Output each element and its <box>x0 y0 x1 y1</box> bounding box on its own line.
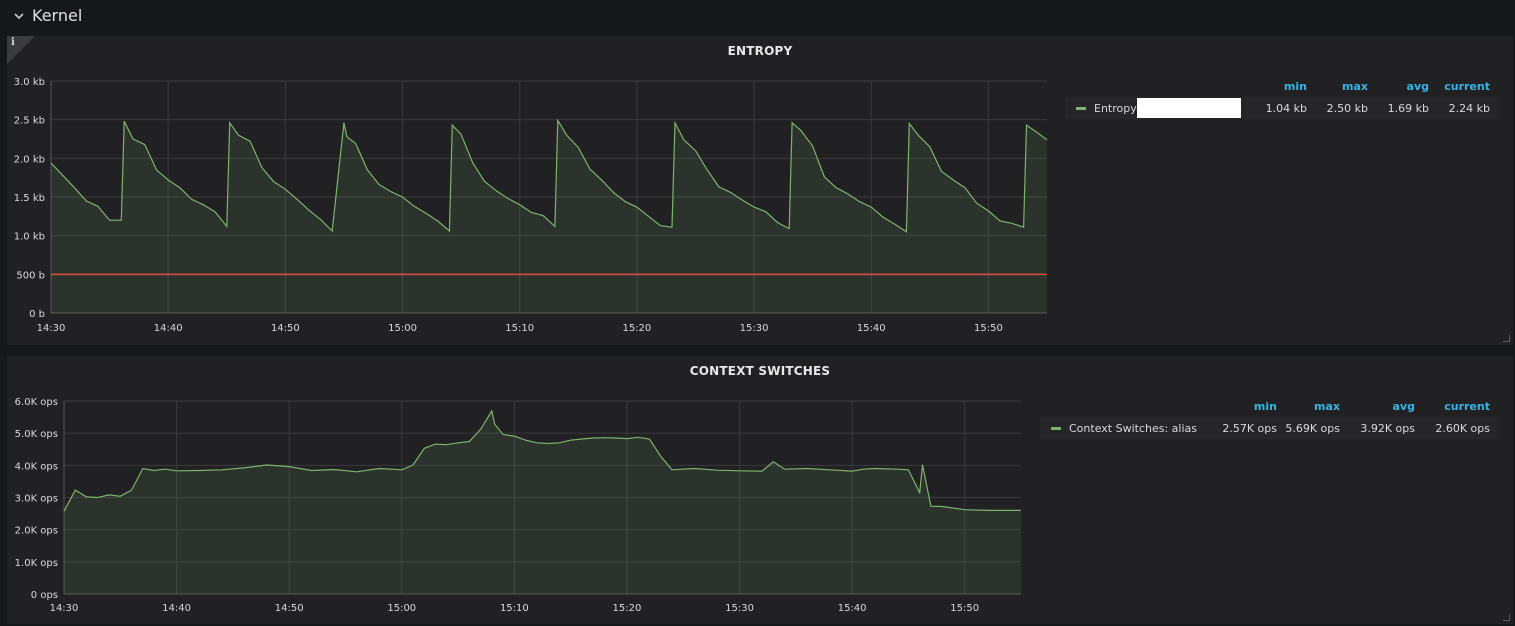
x-tick-label: 14:30 <box>50 603 79 614</box>
row-title[interactable]: Kernel <box>32 5 83 25</box>
context-switches-legend: min max avg current Context Switches: al… <box>1040 400 1499 460</box>
legend-header-max[interactable]: max <box>1314 400 1340 413</box>
row-header-kernel[interactable]: Kernel <box>0 0 1515 30</box>
info-icon[interactable]: i <box>7 36 35 64</box>
context-switches-panel: CONTEXT SWITCHES 0 ops 1.0K ops 2.0K ops 3.… <box>7 356 1513 624</box>
y-tick-label: 3.0 kb <box>14 77 45 88</box>
legend-header: min max avg current <box>1065 80 1499 102</box>
y-tick-label: 2.0K ops <box>15 526 58 537</box>
x-tick-label: 15:00 <box>388 323 417 334</box>
y-tick-label: 5.0K ops <box>15 429 58 440</box>
legend-header-min[interactable]: min <box>1253 400 1277 413</box>
y-tick-label: 3.0K ops <box>15 494 58 505</box>
legend-header-current[interactable]: current <box>1444 80 1490 93</box>
y-tick-label: 1.0K ops <box>15 558 58 569</box>
context-switches-graph[interactable]: 0 ops 1.0K ops 2.0K ops 3.0K ops 4.0K ops 5.0… <box>7 356 1037 624</box>
panel-resize-handle[interactable] <box>1503 614 1510 621</box>
x-tick-label: 15:50 <box>974 323 1003 334</box>
y-tick-label: 500 b <box>16 270 45 281</box>
x-tick-label: 15:40 <box>857 323 886 334</box>
redaction-box <box>1137 98 1241 118</box>
x-tick-label: 14:40 <box>154 323 183 334</box>
x-tick-label: 15:00 <box>387 603 416 614</box>
series-area-fill <box>51 120 1047 314</box>
legend-series-context-switches[interactable]: Context Switches: alias 2.57K ops 5.69K … <box>1040 417 1499 439</box>
chevron-down-icon[interactable] <box>14 11 24 21</box>
x-tick-label: 15:20 <box>613 603 642 614</box>
y-tick-label: 6.0K ops <box>15 397 58 408</box>
series-color-swatch[interactable] <box>1076 107 1086 110</box>
legend-value-current: 2.60K ops <box>1435 422 1490 435</box>
legend-header-current[interactable]: current <box>1444 400 1490 413</box>
x-tick-label: 14:40 <box>162 603 191 614</box>
y-tick-label: 4.0K ops <box>15 461 58 472</box>
legend-header-min[interactable]: min <box>1283 80 1307 93</box>
y-tick-label: 1.5 kb <box>14 193 45 204</box>
x-tick-label: 14:30 <box>37 323 66 334</box>
x-tick-label: 15:10 <box>505 323 534 334</box>
x-tick-label: 15:40 <box>838 603 867 614</box>
x-tick-label: 15:30 <box>740 323 769 334</box>
x-tick-label: 15:50 <box>950 603 979 614</box>
entropy-panel: i ENTROPY 0 b 500 b 1.0 kb 1.5 kb 2.0 kb 2.5 … <box>7 36 1513 345</box>
entropy-graph[interactable]: 0 b 500 b 1.0 kb 1.5 kb 2.0 kb 2.5 kb 3.0 kb 14… <box>7 36 1057 345</box>
y-tick-label: 2.5 kb <box>14 116 45 127</box>
legend-value-avg: 1.69 kb <box>1387 102 1429 115</box>
entropy-legend: min max avg current Entropy: 1.04 kb 2.5… <box>1065 80 1499 140</box>
series-line <box>63 409 1021 512</box>
y-tick-label: 0 b <box>29 309 45 320</box>
legend-header: min max avg current <box>1040 400 1499 422</box>
legend-series-label[interactable]: Context Switches: alias <box>1069 422 1197 435</box>
panel-title[interactable]: ENTROPY <box>727 44 793 58</box>
legend-value-avg: 3.92K ops <box>1360 422 1415 435</box>
series-line <box>50 118 1048 233</box>
legend-value-current: 2.24 kb <box>1448 102 1490 115</box>
legend-header-avg[interactable]: avg <box>1406 80 1429 93</box>
x-tick-label: 15:30 <box>725 603 754 614</box>
y-tick-label: 1.0 kb <box>14 232 45 243</box>
x-tick-label: 15:20 <box>622 323 651 334</box>
x-tick-label: 15:10 <box>500 603 529 614</box>
legend-header-max[interactable]: max <box>1342 80 1368 93</box>
panel-resize-handle[interactable] <box>1503 335 1510 342</box>
legend-value-max: 5.69K ops <box>1285 422 1340 435</box>
panel-title[interactable]: CONTEXT SWITCHES <box>689 364 831 378</box>
x-tick-label: 14:50 <box>271 323 300 334</box>
y-tick-label: 0 ops <box>31 590 58 601</box>
legend-header-avg[interactable]: avg <box>1392 400 1415 413</box>
legend-series-entropy[interactable]: Entropy: 1.04 kb 2.50 kb 1.69 kb 2.24 kb <box>1065 97 1499 119</box>
legend-value-min: 1.04 kb <box>1265 102 1307 115</box>
legend-value-min: 2.57K ops <box>1222 422 1277 435</box>
series-area-fill <box>64 411 1021 594</box>
legend-value-max: 2.50 kb <box>1326 102 1368 115</box>
x-tick-label: 14:50 <box>275 603 304 614</box>
series-color-swatch[interactable] <box>1051 427 1061 430</box>
legend-series-label[interactable]: Entropy: <box>1094 102 1140 115</box>
y-tick-label: 2.0 kb <box>14 154 45 165</box>
